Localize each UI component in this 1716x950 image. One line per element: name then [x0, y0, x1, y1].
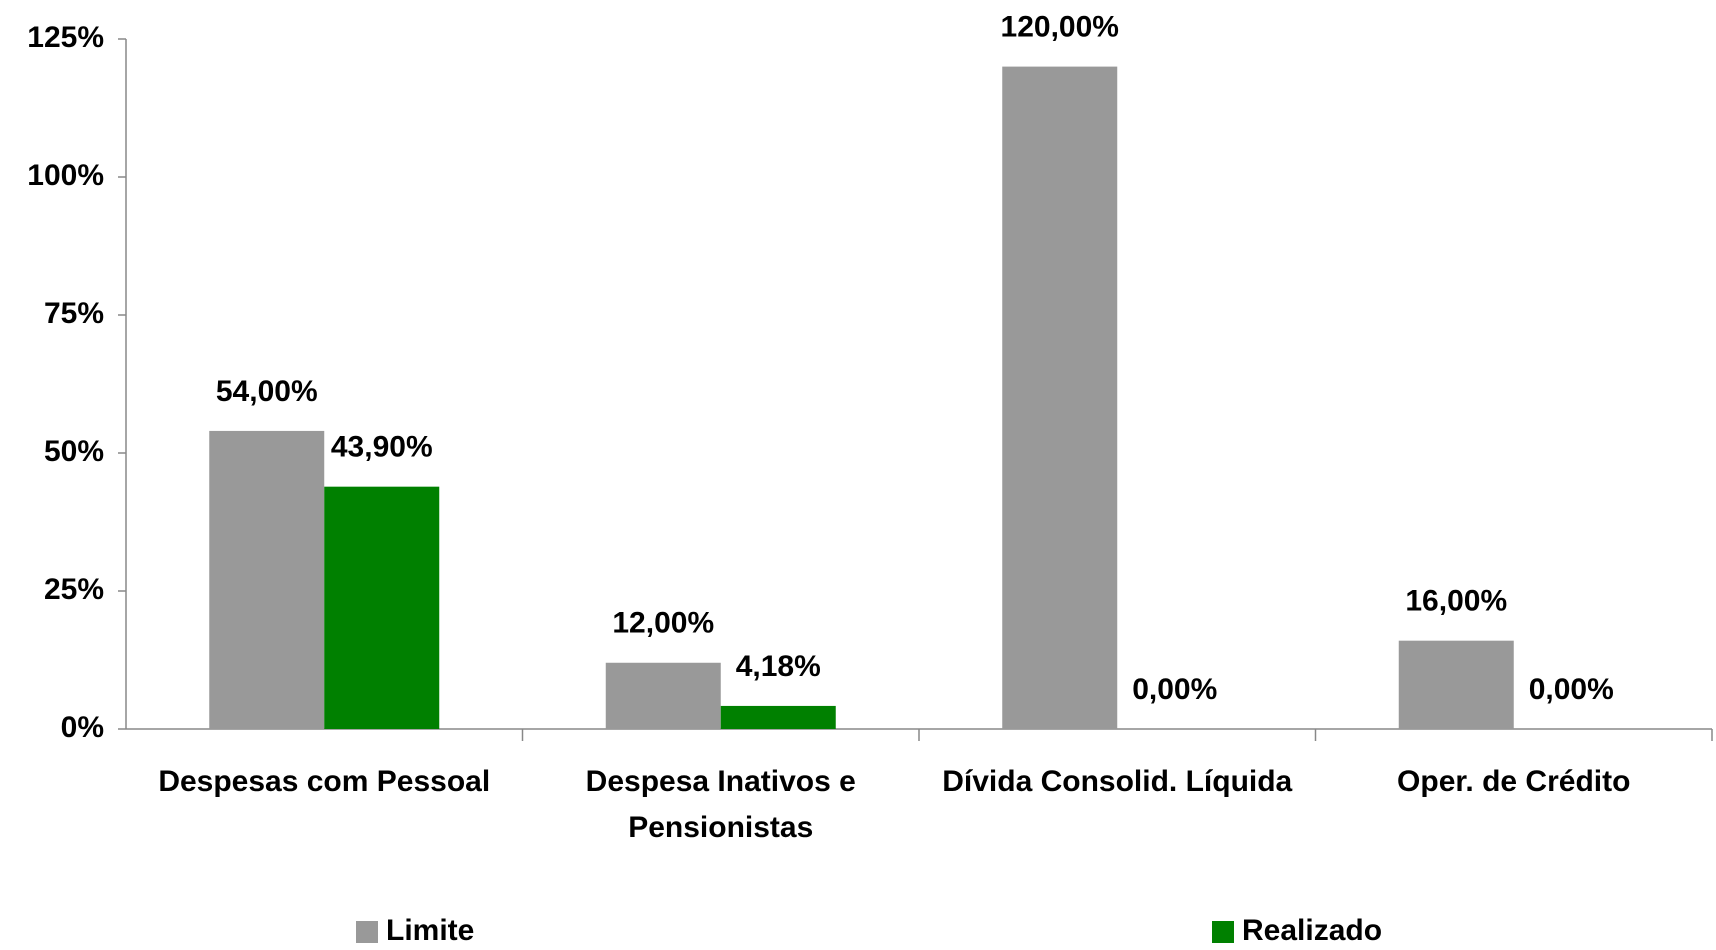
data-label: 120,00% — [1001, 11, 1119, 44]
bar — [209, 430, 325, 729]
data-label: 54,00% — [216, 375, 318, 408]
data-label: 4,18% — [736, 650, 821, 683]
y-tick-label: 0% — [61, 711, 104, 744]
bar — [1002, 66, 1118, 730]
legend-swatch — [356, 921, 378, 943]
y-tick-label: 50% — [44, 435, 104, 468]
bar — [1398, 640, 1514, 729]
bar — [324, 486, 440, 729]
data-label: 0,00% — [1529, 673, 1614, 706]
legend-label: Limite — [386, 914, 474, 947]
legend-swatch — [1212, 921, 1234, 943]
x-tick-label: Despesa Inativos e Pensionistas — [585, 765, 856, 844]
data-label: 16,00% — [1405, 585, 1507, 618]
bar — [605, 662, 721, 729]
data-label: 12,00% — [612, 607, 714, 640]
y-tick-label: 75% — [44, 297, 104, 330]
x-tick-label: Despesas com Pessoal — [158, 765, 491, 798]
legend-label: Realizado — [1242, 914, 1382, 947]
y-tick-label: 25% — [44, 573, 104, 606]
bar — [720, 705, 836, 729]
x-tick-label: Dívida Consolid. Líquida — [942, 765, 1293, 798]
data-label: 43,90% — [331, 431, 433, 464]
y-tick-label: 125% — [27, 21, 104, 54]
x-tick-label: Oper. de Crédito — [1397, 765, 1631, 798]
y-tick-label: 100% — [27, 159, 104, 192]
data-label: 0,00% — [1132, 673, 1217, 706]
